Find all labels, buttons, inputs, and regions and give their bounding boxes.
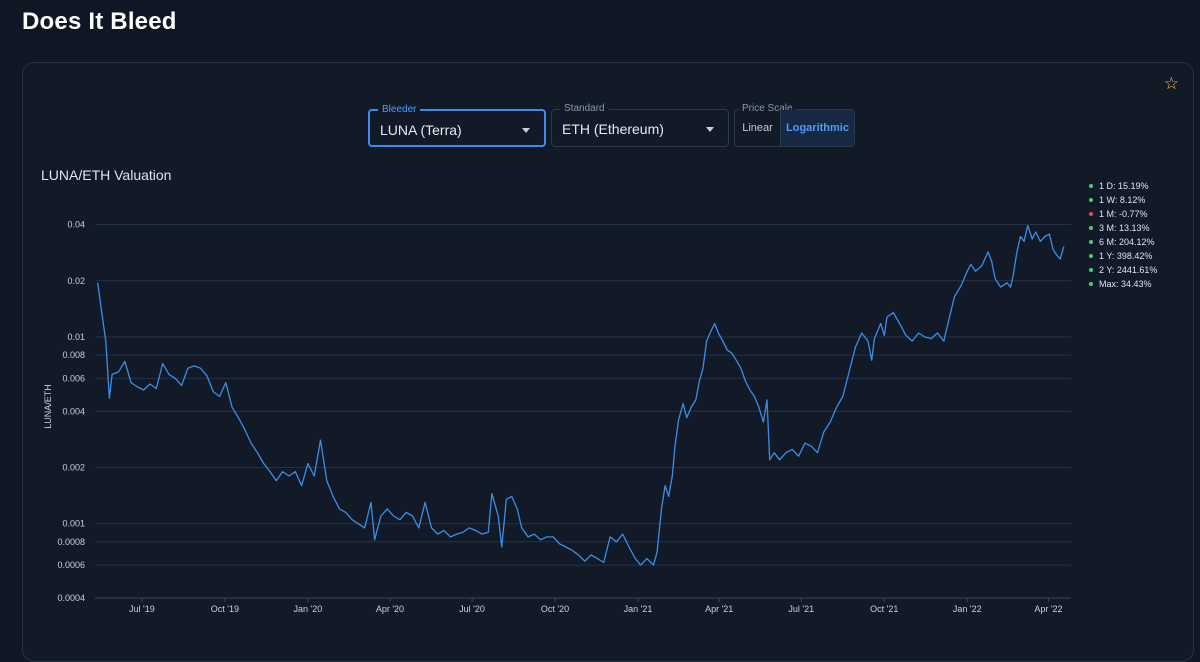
stat-item: 6 M: 204.12% — [1089, 235, 1157, 249]
x-tick-label: Apr '20 — [376, 604, 404, 614]
x-tick-label: Oct '19 — [211, 604, 239, 614]
y-axis-label: LUNA/ETH — [43, 384, 53, 429]
price-scale-toggle: Price Scale Linear Logarithmic — [734, 103, 855, 147]
y-tick-label: 0.01 — [67, 332, 85, 342]
y-tick-label: 0.001 — [62, 519, 85, 529]
status-dot-icon — [1089, 211, 1093, 216]
status-dot-icon — [1089, 281, 1093, 286]
status-dot-icon — [1089, 239, 1093, 244]
stats-legend: 1 D: 15.19% 1 W: 8.12% 1 M: -0.77% 3 M: 13.… — [1089, 179, 1157, 291]
stat-item: 1 W: 8.12% — [1089, 193, 1157, 207]
x-tick-label: Jan '22 — [953, 604, 982, 614]
x-tick-label: Oct '20 — [541, 604, 569, 614]
y-tick-label: 0.006 — [62, 373, 85, 383]
stat-label: 1 D: 15.19% — [1099, 181, 1149, 191]
stat-label: 1 M: -0.77% — [1099, 209, 1148, 219]
chart-svg: 0.04 0.02 0.01 0.008 0.006 0.004 0.002 0.001 0.0… — [43, 220, 1071, 614]
standard-select[interactable]: Standard ETH (Ethereum) — [551, 103, 729, 147]
y-tick-label: 0.008 — [62, 350, 85, 360]
stat-label: Max: 34.43% — [1099, 279, 1152, 289]
y-tick-label: 0.0004 — [57, 593, 85, 603]
stat-label: 2 Y: 2441.61% — [1099, 265, 1158, 275]
stat-label: 1 Y: 398.42% — [1099, 251, 1153, 261]
stat-label: 1 W: 8.12% — [1099, 195, 1146, 205]
standard-value: ETH (Ethereum) — [562, 121, 664, 137]
chart-card: ☆ Bleeder LUNA (Terra) Standard ETH (Eth… — [22, 62, 1194, 662]
stat-item: 1 Y: 398.42% — [1089, 249, 1157, 263]
y-tick-label: 0.004 — [62, 406, 85, 416]
y-tick-label: 0.04 — [67, 220, 85, 230]
y-tick-label: 0.02 — [67, 276, 85, 286]
stat-item: 1 D: 15.19% — [1089, 179, 1157, 193]
stat-item: 1 M: -0.77% — [1089, 207, 1157, 221]
chart-title: LUNA/ETH Valuation — [41, 167, 172, 183]
x-tick-label: Jul '19 — [129, 604, 155, 614]
x-tick-label: Oct '21 — [870, 604, 898, 614]
x-tick-label: Jan '21 — [624, 604, 653, 614]
x-tick-labels: Jul '19 Oct '19 Jan '20 Apr '20 Jul '20 Oct '… — [129, 598, 1063, 614]
status-dot-icon — [1089, 183, 1093, 188]
x-tick-label: Apr '21 — [705, 604, 733, 614]
x-tick-label: Apr '22 — [1034, 604, 1062, 614]
page-title: Does It Bleed — [22, 8, 177, 35]
y-tick-label: 0.0008 — [57, 537, 85, 547]
logarithmic-scale-button[interactable]: Logarithmic — [781, 110, 854, 146]
stat-item: Max: 34.43% — [1089, 277, 1157, 291]
status-dot-icon — [1089, 267, 1093, 272]
bleeder-select[interactable]: Bleeder LUNA (Terra) — [368, 104, 546, 147]
grid-lines — [95, 224, 1071, 599]
y-tick-labels: 0.04 0.02 0.01 0.008 0.006 0.004 0.002 0.001 0.0… — [57, 220, 85, 603]
chevron-down-icon — [522, 128, 530, 133]
status-dot-icon — [1089, 197, 1093, 202]
stat-item: 3 M: 13.13% — [1089, 221, 1157, 235]
bleeder-label: Bleeder — [378, 104, 421, 116]
stat-label: 3 M: 13.13% — [1099, 223, 1150, 233]
y-tick-label: 0.0006 — [57, 560, 85, 570]
star-outline-icon[interactable]: ☆ — [1163, 74, 1179, 93]
chevron-down-icon — [706, 127, 714, 132]
standard-label: Standard — [560, 103, 609, 115]
x-tick-label: Jan '20 — [294, 604, 323, 614]
stat-label: 6 M: 204.12% — [1099, 237, 1155, 247]
status-dot-icon — [1089, 253, 1093, 258]
linear-scale-button[interactable]: Linear — [735, 110, 781, 146]
x-tick-label: Jul '20 — [459, 604, 485, 614]
status-dot-icon — [1089, 225, 1093, 230]
y-tick-label: 0.002 — [62, 462, 85, 472]
series-line — [97, 224, 1065, 566]
bleeder-value: LUNA (Terra) — [380, 122, 462, 138]
x-tick-label: Jul '21 — [788, 604, 814, 614]
stat-item: 2 Y: 2441.61% — [1089, 263, 1157, 277]
